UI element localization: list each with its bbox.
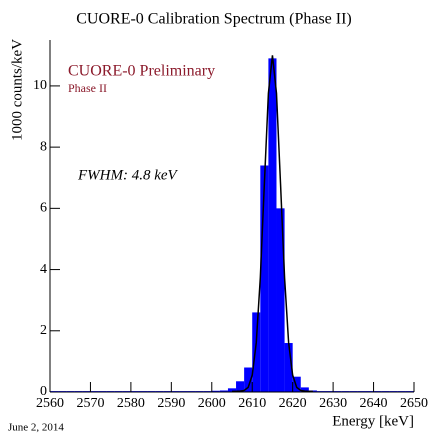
- x-axis-label: Energy [keV]: [332, 413, 414, 429]
- x-tick-label: 2650: [400, 396, 428, 411]
- bar: [276, 208, 285, 392]
- chart-title: CUORE-0 Calibration Spectrum (Phase II): [76, 11, 352, 28]
- y-axis-label: 1000 counts/keV: [9, 39, 25, 141]
- bar: [292, 376, 301, 392]
- y-tick-label: 6: [40, 201, 47, 216]
- x-tick-label: 2620: [279, 396, 307, 411]
- bar: [260, 165, 269, 392]
- bar: [284, 343, 293, 392]
- bar: [211, 390, 220, 392]
- bar: [227, 388, 237, 392]
- annotation: CUORE-0 Preliminary: [68, 63, 215, 80]
- y-tick-label: 2: [40, 323, 47, 338]
- x-tick-label: 2610: [238, 396, 266, 411]
- annotation: June 2, 2014: [8, 422, 64, 434]
- bar: [219, 390, 228, 392]
- x-tick-label: 2630: [319, 396, 347, 411]
- bar: [252, 312, 261, 392]
- x-tick-label: 2560: [36, 396, 64, 411]
- x-tick-label: 2590: [157, 396, 185, 411]
- annotation: Phase II: [68, 81, 107, 95]
- x-tick-label: 2570: [76, 396, 104, 411]
- y-tick-label: 4: [40, 262, 47, 277]
- y-tick-label: 8: [40, 139, 47, 154]
- bar: [244, 367, 253, 392]
- x-tick-label: 2600: [198, 396, 226, 411]
- bar: [268, 58, 277, 392]
- x-tick-label: 2580: [117, 396, 145, 411]
- y-tick-label: 10: [33, 78, 47, 93]
- bar: [236, 381, 245, 392]
- bar: [300, 387, 309, 392]
- x-tick-label: 2640: [360, 396, 388, 411]
- annotation: FWHM: 4.8 keV: [77, 167, 179, 183]
- fit-line: [232, 55, 313, 393]
- y-tick-label: 0: [40, 384, 47, 399]
- bar: [308, 390, 317, 392]
